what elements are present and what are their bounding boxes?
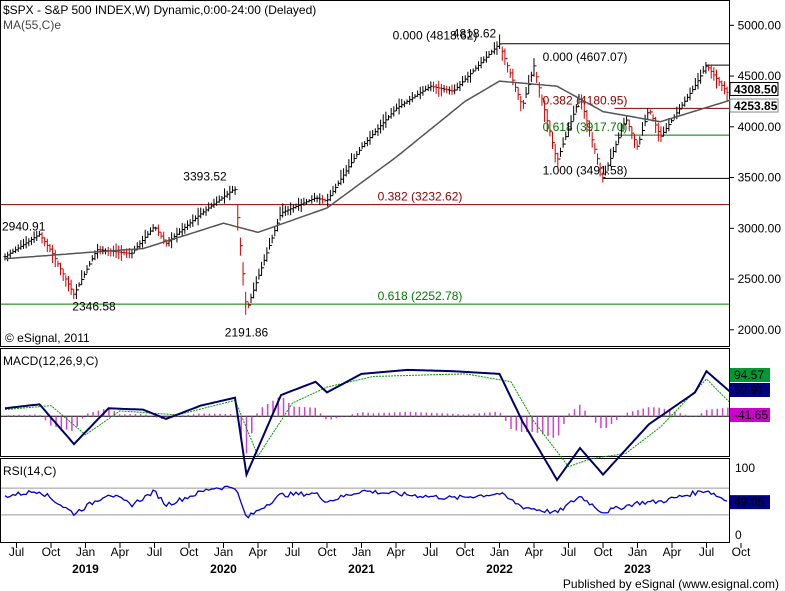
macd-badge-bg-2 <box>730 408 770 422</box>
price-tick-label-5: 2500.00 <box>738 272 782 286</box>
macd-layer <box>1 368 731 482</box>
year-label-4: 2023 <box>624 562 651 576</box>
price-tick-label-2: 4000.00 <box>738 120 782 134</box>
price-tick-label-6: 2000.00 <box>738 323 782 337</box>
fib-label-3: 0.618 (3917.70) <box>543 120 628 134</box>
peak-label-3: 2191.86 <box>225 325 269 339</box>
macd-title: MACD(12,26,9,C) <box>3 354 98 368</box>
month-label-1: Oct <box>42 545 61 559</box>
month-label-3: Apr <box>111 545 130 559</box>
month-label-18: Jan <box>628 545 647 559</box>
macd-badge-0: 94.57 <box>734 368 764 382</box>
year-label-0: 2019 <box>72 562 99 576</box>
month-label-2: Jan <box>76 545 95 559</box>
month-label-20: Jul <box>699 545 714 559</box>
macd-signal-line <box>4 373 730 468</box>
price-badge-1: 4253.85 <box>734 99 778 113</box>
rsi-line <box>4 485 728 519</box>
peak-label-2: 3393.52 <box>183 169 227 183</box>
month-label-0: Jul <box>9 545 24 559</box>
rsi-title: RSI(14,C) <box>3 464 56 478</box>
month-label-19: Apr <box>663 545 682 559</box>
month-label-7: Apr <box>249 545 268 559</box>
macd-panel-frame <box>0 348 730 457</box>
rsi-tick-label-0: 100 <box>735 461 755 475</box>
month-label-17: Oct <box>594 545 613 559</box>
chart-title: $SPX - S&P 500 INDEX,W) Dynamic,0:00-24:… <box>3 3 316 17</box>
price-tick-label-0: 5000.00 <box>738 18 782 32</box>
macd-badge-2: -41.65 <box>734 408 768 422</box>
month-label-9: Oct <box>318 545 337 559</box>
ma-line <box>4 80 730 260</box>
price-badge-bg-1 <box>729 98 779 113</box>
price-tick-label-1: 4500.00 <box>738 69 782 83</box>
publisher-text: Published by eSignal (www.esignal.com) <box>563 577 779 591</box>
fib-label-0: 0.000 (4818.62) <box>393 29 478 43</box>
peak-label-0: 2940.91 <box>2 219 46 233</box>
rsi-badge-bg <box>730 495 770 510</box>
month-label-8: Jul <box>285 545 300 559</box>
axis-layer: 5000.00 4500.00 4000.00 3500.00 3000.00 2500.… <box>9 18 781 576</box>
price-badge-bg-0 <box>729 81 779 96</box>
fib-label-4: 1.000 (3491.58) <box>543 163 628 177</box>
year-label-2: 2021 <box>348 562 375 576</box>
rsi-layer <box>1 485 729 519</box>
year-label-3: 2022 <box>486 562 513 576</box>
price-panel-frame <box>0 0 730 347</box>
price-tick-label-3: 3500.00 <box>738 171 782 185</box>
macd-badge-1: 52.91 <box>734 383 764 397</box>
macd-line <box>4 368 731 482</box>
price-layer: 0.000 (4818.62) 0.000 (4607.07) 0.382 (418… <box>1 27 730 339</box>
rsi-panel-frame <box>0 458 730 543</box>
peak-label-4: 4818.62 <box>453 27 497 41</box>
rsi-badge: 49.05 <box>734 495 764 509</box>
month-label-16: Jul <box>561 545 576 559</box>
fib-label-1: 0.000 (4607.07) <box>543 50 628 64</box>
month-label-21: Oct <box>732 545 751 559</box>
month-label-11: Apr <box>387 545 406 559</box>
month-label-15: Apr <box>525 545 544 559</box>
fib-label-5: 0.382 (3232.62) <box>378 190 463 204</box>
rsi-tick-label-2: 0 <box>735 528 742 542</box>
fib-label-2: 0.382 (4180.95) <box>543 93 628 107</box>
macd-badge-bg-1 <box>730 383 770 397</box>
month-label-10: Jan <box>352 545 371 559</box>
month-label-12: Jul <box>423 545 438 559</box>
month-label-14: Jan <box>490 545 509 559</box>
month-label-6: Jan <box>214 545 233 559</box>
price-badge-0: 4308.50 <box>734 82 778 96</box>
month-label-5: Oct <box>180 545 199 559</box>
ma-label: MA(55,C)e <box>3 18 61 32</box>
copyright-text: © eSignal, 2011 <box>5 331 90 345</box>
macd-badge-bg-0 <box>730 368 770 382</box>
month-label-13: Oct <box>456 545 475 559</box>
price-tick-label-4: 3000.00 <box>738 221 782 235</box>
year-label-1: 2020 <box>210 562 237 576</box>
peak-label-1: 2346.58 <box>72 300 116 314</box>
fib-label-6: 0.618 (2252.78) <box>378 289 463 303</box>
month-label-4: Jul <box>147 545 162 559</box>
